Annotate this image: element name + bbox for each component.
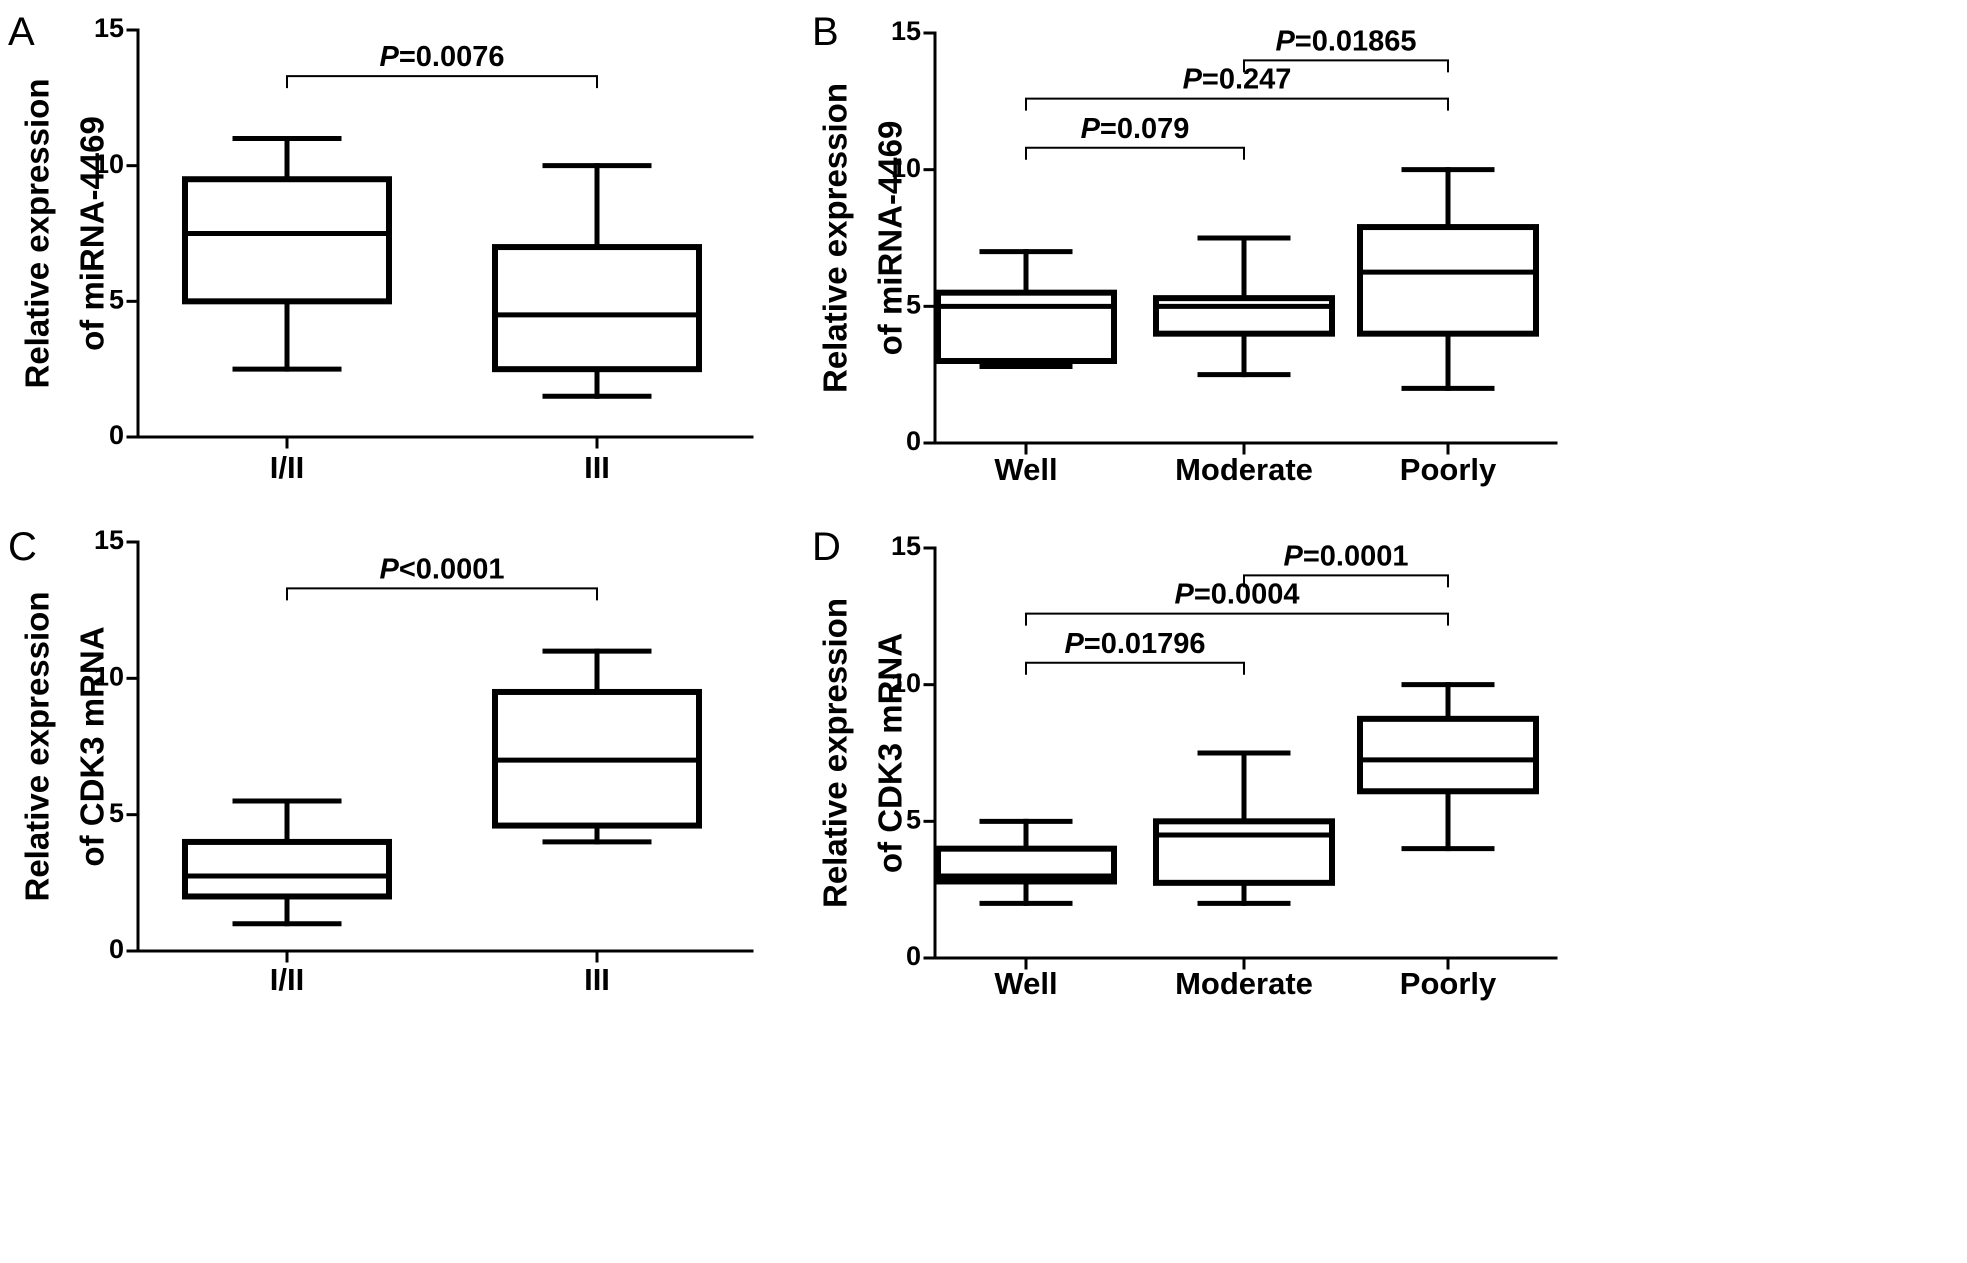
significance-bracket [1025,612,1449,626]
y-tick-label: 15 [94,525,124,555]
box-iqr [1153,295,1335,337]
y-tick-label: 0 [109,934,124,964]
box-iqr [182,176,392,305]
box-iqr [1357,224,1539,337]
box-iqr [935,289,1117,364]
p-value-label: P=0.079 [1081,113,1190,145]
panel-letter: C [8,525,37,569]
box-iqr [492,244,702,373]
x-category-label: I/II [270,962,304,997]
significance-bracket [286,75,598,89]
p-value-label: P=0.01865 [1275,25,1416,57]
box-iqr [182,838,392,900]
p-value-label: P=0.0004 [1175,579,1300,611]
y-axis-title: Relative expression [817,83,854,393]
significance-bracket [1025,146,1245,160]
p-value-label: P=0.247 [1183,64,1292,96]
y-tick-label: 5 [109,798,124,828]
y-axis-title: Relative expression [19,79,56,389]
p-value-label: P=0.0076 [380,41,505,73]
y-tick-label: 15 [891,16,921,46]
y-tick-label: 0 [906,941,921,971]
x-category-label: Poorly [1400,452,1497,487]
x-category-label: Moderate [1175,452,1313,487]
significance-bracket [1025,661,1245,675]
significance-bracket [1243,59,1449,73]
y-tick-label: 10 [94,149,124,179]
y-tick-label: 5 [109,284,124,314]
x-category-label: Poorly [1400,966,1497,1001]
panel-letter: B [812,10,839,54]
y-axis-title: of miRNA-4469 [872,121,909,356]
y-axis-title: of CDK3 mRNA [74,626,111,866]
box-iqr [1153,818,1335,886]
x-category-label: I/II [270,450,304,485]
x-category-label: III [584,450,610,485]
box-iqr [1357,715,1539,795]
x-category-label: Well [994,452,1057,487]
y-tick-label: 10 [891,153,921,183]
y-tick-label: 15 [891,531,921,561]
x-category-label: Well [994,966,1057,1001]
x-category-label: Moderate [1175,966,1313,1001]
significance-bracket [286,587,598,601]
p-value-label: P=0.01796 [1064,628,1205,660]
y-tick-label: 5 [906,289,921,319]
significance-bracket [1243,574,1449,588]
y-axis-title: of miRNA-4469 [74,116,111,351]
x-category-label: III [584,962,610,997]
y-tick-label: 10 [94,661,124,691]
y-tick-label: 0 [906,426,921,456]
significance-bracket [1025,97,1449,111]
panel-letter: A [8,10,35,54]
panel-letter: D [812,525,841,569]
y-axis-title: Relative expression [19,592,56,902]
y-tick-label: 10 [891,668,921,698]
p-value-label: P<0.0001 [380,553,505,585]
y-tick-label: 0 [109,420,124,450]
y-tick-label: 5 [906,804,921,834]
y-axis-title: Relative expression [817,598,854,908]
y-axis-title: of CDK3 mRNA [872,633,909,873]
y-tick-label: 15 [94,13,124,43]
p-value-label: P=0.0001 [1284,540,1409,572]
